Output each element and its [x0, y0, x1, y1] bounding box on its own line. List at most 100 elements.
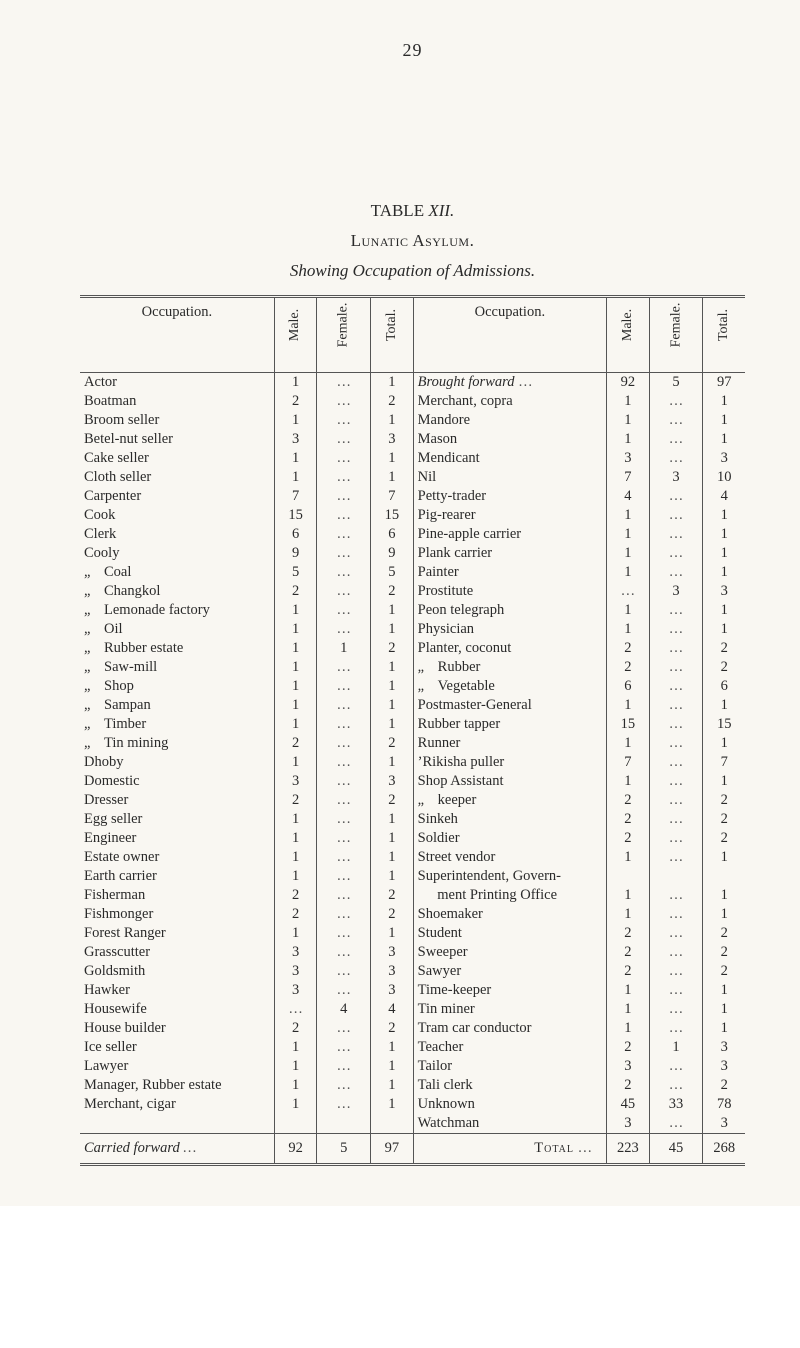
- table-cell: Tali clerk: [413, 1076, 606, 1095]
- table-cell: …: [649, 620, 703, 639]
- table-cell: 1: [274, 639, 317, 658]
- table-cell: 3: [703, 1057, 745, 1076]
- table-cell: 1: [703, 905, 745, 924]
- table-cell: 1: [274, 715, 317, 734]
- table-cell: 5: [649, 373, 703, 393]
- table-cell: …: [317, 867, 371, 886]
- table-cell: 3: [371, 962, 414, 981]
- table-cell: 2: [703, 810, 745, 829]
- table-cell: Dhoby: [80, 753, 274, 772]
- table-row: Actor1…1Brought forward …92597: [80, 373, 745, 393]
- table-cell: 10: [703, 468, 745, 487]
- table-cell: …: [649, 848, 703, 867]
- table-cell: „Tin mining: [80, 734, 274, 753]
- table-cell: …: [317, 772, 371, 791]
- table-cell: „Rubber: [413, 658, 606, 677]
- table-cell: 1: [274, 867, 317, 886]
- table-cell: [371, 1114, 414, 1134]
- table-cell: …: [317, 430, 371, 449]
- table-cell: 1: [371, 1076, 414, 1095]
- table-cell: 1: [274, 373, 317, 393]
- table-cell: 1: [607, 620, 650, 639]
- carried-forward-female: 5: [317, 1134, 371, 1165]
- section-title: Lunatic Asylum.: [80, 231, 745, 251]
- table-row: „Lemonade factory1…1Peon telegraph1…1: [80, 601, 745, 620]
- table-cell: …: [649, 506, 703, 525]
- table-cell: „Coal: [80, 563, 274, 582]
- table-cell: 2: [607, 810, 650, 829]
- table-row: Fisherman2…2 ment Printing Office1…1: [80, 886, 745, 905]
- table-cell: …: [317, 582, 371, 601]
- table-cell: 1: [607, 430, 650, 449]
- table-cell: …: [317, 924, 371, 943]
- table-cell: 2: [371, 582, 414, 601]
- table-cell: Dresser: [80, 791, 274, 810]
- table-cell: 1: [703, 1019, 745, 1038]
- table-cell: 3: [607, 1114, 650, 1134]
- table-cell: 2: [703, 658, 745, 677]
- table-cell: …: [649, 962, 703, 981]
- table-cell: 1: [607, 563, 650, 582]
- table-cell: 1: [371, 867, 414, 886]
- table-cell: 7: [371, 487, 414, 506]
- table-cell: …: [607, 582, 650, 601]
- table-cell: 1: [703, 772, 745, 791]
- table-cell: 1: [274, 468, 317, 487]
- table-cell: Manager, Rubber estate: [80, 1076, 274, 1095]
- table-cell: 1: [274, 677, 317, 696]
- table-cell: Sawyer: [413, 962, 606, 981]
- table-cell: Watchman: [413, 1114, 606, 1134]
- table-cell: 1: [703, 525, 745, 544]
- table-cell: „Changkol: [80, 582, 274, 601]
- table-cell: 1: [607, 525, 650, 544]
- table-cell: 15: [371, 506, 414, 525]
- header-female-left: Female.: [317, 297, 371, 373]
- table-cell: 3: [607, 449, 650, 468]
- table-cell: …: [649, 943, 703, 962]
- table-cell: 1: [371, 373, 414, 393]
- table-cell: …: [317, 848, 371, 867]
- brought-forward-label: Brought forward …: [413, 373, 606, 393]
- table-cell: 1: [274, 1076, 317, 1095]
- table-cell: 5: [274, 563, 317, 582]
- table-row: Clerk6…6Pine-apple carrier1…1: [80, 525, 745, 544]
- table-cell: 1: [274, 829, 317, 848]
- carried-forward-label: Carried forward …: [80, 1134, 274, 1165]
- table-cell: …: [317, 905, 371, 924]
- table-cell: 2: [607, 639, 650, 658]
- table-cell: Fisherman: [80, 886, 274, 905]
- table-cell: „Rubber estate: [80, 639, 274, 658]
- table-row: „Tin mining2…2Runner1…1: [80, 734, 745, 753]
- table-cell: 1: [371, 1057, 414, 1076]
- table-cell: …: [649, 601, 703, 620]
- table-cell: …: [649, 1019, 703, 1038]
- table-cell: 1: [607, 1019, 650, 1038]
- table-cell: 6: [607, 677, 650, 696]
- table-cell: Student: [413, 924, 606, 943]
- header-occupation-right: Occupation.: [413, 297, 606, 373]
- table-cell: Soldier: [413, 829, 606, 848]
- table-cell: Cook: [80, 506, 274, 525]
- table-cell: 15: [607, 715, 650, 734]
- table-cell: 3: [703, 582, 745, 601]
- table-cell: „Oil: [80, 620, 274, 639]
- table-row: House builder2…2Tram car conductor1…1: [80, 1019, 745, 1038]
- table-cell: 5: [371, 563, 414, 582]
- table-cell: 1: [274, 924, 317, 943]
- table-cell: …: [649, 772, 703, 791]
- table-cell: 2: [607, 1038, 650, 1057]
- table-cell: 45: [607, 1095, 650, 1114]
- table-cell: …: [317, 677, 371, 696]
- table-cell: 3: [274, 981, 317, 1000]
- table-cell: …: [317, 943, 371, 962]
- table-cell: 1: [607, 696, 650, 715]
- table-cell: 1: [607, 981, 650, 1000]
- table-cell: Cloth seller: [80, 468, 274, 487]
- table-cell: Merchant, cigar: [80, 1095, 274, 1114]
- table-row: Boatman2…2Merchant, copra1…1: [80, 392, 745, 411]
- table-cell: 1: [703, 563, 745, 582]
- table-cell: 2: [371, 1019, 414, 1038]
- table-cell: 1: [703, 392, 745, 411]
- table-cell: 1: [371, 620, 414, 639]
- table-cell: …: [649, 753, 703, 772]
